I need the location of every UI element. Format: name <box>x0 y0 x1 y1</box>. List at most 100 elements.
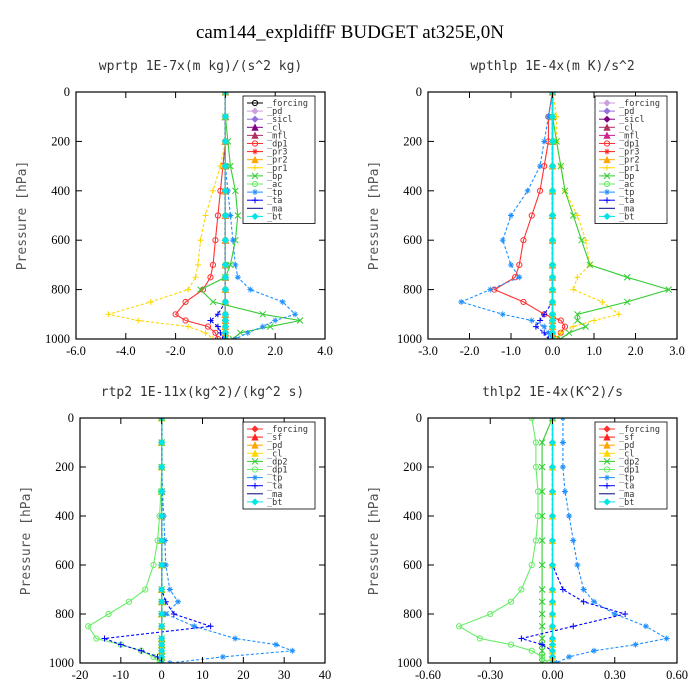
data-point <box>175 598 181 605</box>
legend-marker <box>251 115 259 123</box>
data-point <box>548 610 557 618</box>
data-point <box>487 610 494 618</box>
x-tick-label: 3.0 <box>669 344 685 358</box>
data-point <box>227 212 234 219</box>
x-tick-label: 0.60 <box>666 668 688 682</box>
legend-marker <box>603 123 611 131</box>
data-point <box>548 298 557 306</box>
data-point <box>182 317 189 324</box>
data-point <box>545 329 552 336</box>
legend-marker <box>603 498 611 506</box>
data-point <box>195 261 202 268</box>
data-point <box>232 635 239 642</box>
legend-marker <box>603 99 611 107</box>
data-point <box>539 653 546 660</box>
legend-marker <box>604 164 610 171</box>
data-point <box>578 236 585 244</box>
data-point <box>147 298 154 305</box>
data-point <box>125 598 133 605</box>
figure-title: cam144_expldiffF BUDGET at325E,0N <box>196 22 504 43</box>
data-point <box>623 273 631 281</box>
data-point <box>458 298 465 305</box>
data-point <box>538 622 546 630</box>
data-point <box>259 310 267 318</box>
data-point <box>537 317 544 324</box>
data-point <box>158 622 166 630</box>
x-tick-label: 10 <box>196 668 209 682</box>
data-point <box>538 439 546 446</box>
data-point <box>162 562 169 568</box>
series-line-dp1 <box>174 92 226 339</box>
data-point <box>548 512 557 520</box>
legend: _forcing_pd_sicl_cl_mfl_dp1_pr3_pr2_pr1_… <box>594 95 668 224</box>
legend-label: _dp2 <box>267 457 287 467</box>
legend-marker <box>251 498 259 506</box>
data-point <box>234 212 242 219</box>
data-point <box>557 335 565 339</box>
y-tick-label: 600 <box>51 233 70 247</box>
legend-marker <box>251 466 259 473</box>
legend-label: _bt <box>267 498 282 508</box>
data-point <box>524 187 531 194</box>
legend-marker <box>603 433 611 441</box>
data-point <box>532 323 539 330</box>
data-point <box>570 323 577 330</box>
legend-marker <box>603 172 611 180</box>
data-point <box>232 187 239 195</box>
legend-label: _bt <box>619 212 634 222</box>
legend-marker <box>603 458 611 465</box>
data-point <box>548 273 557 281</box>
data-point <box>508 212 514 219</box>
data-point <box>541 311 548 318</box>
data-point <box>229 237 236 244</box>
data-point <box>548 622 557 630</box>
legend-label: _ma <box>267 490 282 500</box>
y-tick-label: 800 <box>403 283 422 297</box>
x-tick-label: -1.0 <box>501 344 521 358</box>
data-point <box>507 598 515 605</box>
data-point <box>566 513 573 519</box>
legend-marker <box>603 180 611 188</box>
data-point <box>158 536 166 545</box>
data-point <box>538 659 546 663</box>
y-tick-label: 600 <box>55 558 74 572</box>
data-point <box>214 311 221 318</box>
data-point <box>236 329 244 337</box>
data-point <box>516 274 523 281</box>
y-tick-label: 1000 <box>397 656 422 670</box>
data-point <box>557 317 564 324</box>
data-point <box>582 237 589 244</box>
data-point <box>545 336 552 339</box>
data-point <box>499 311 506 318</box>
legend-label: _pr3 <box>267 148 287 158</box>
data-point <box>158 610 166 618</box>
legend-marker <box>252 474 258 481</box>
data-point <box>221 113 229 121</box>
legend-marker <box>252 189 258 196</box>
data-point <box>539 641 546 648</box>
data-point <box>561 488 568 495</box>
data-point <box>545 659 552 663</box>
data-point <box>586 261 594 269</box>
y-tick-label: 800 <box>403 607 422 621</box>
legend-label: _forcing <box>267 99 308 109</box>
legend-label: _ma <box>267 204 282 214</box>
data-point <box>623 298 631 306</box>
x-tick-label: 0 <box>159 668 165 682</box>
y-axis-label: Pressure [hPa] <box>15 161 30 271</box>
legend-label: _pr1 <box>267 164 287 174</box>
legend-marker <box>251 180 259 188</box>
legend-marker <box>251 140 259 147</box>
panel-title: wpthlp 1E-4x(m K)/s^2 <box>470 59 634 74</box>
data-point <box>170 611 177 617</box>
legend-marker <box>603 441 611 449</box>
data-point <box>247 286 254 293</box>
data-point <box>615 311 622 318</box>
x-tick-label: -4.0 <box>116 344 136 358</box>
y-tick-label: 200 <box>403 134 422 148</box>
data-point <box>548 463 557 471</box>
legend-marker <box>252 197 258 204</box>
data-point <box>182 298 189 306</box>
data-point <box>569 212 577 219</box>
